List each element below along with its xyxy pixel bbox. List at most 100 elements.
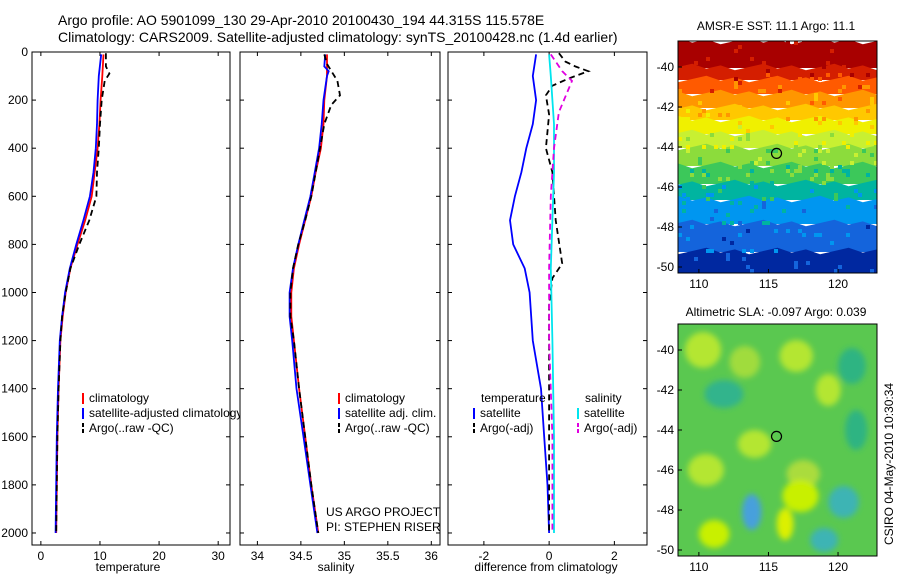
sst-pixel [734, 49, 738, 53]
sla-argo-marker [770, 430, 783, 442]
sst-pixel [790, 53, 794, 57]
sla-blob-13 [828, 486, 859, 518]
project-note-line-1: US ARGO PROJECT [326, 505, 441, 519]
diff-legend-argo-adj: Argo(-adj) [584, 421, 637, 435]
sst-pixel [738, 121, 742, 125]
sla-ytick-label: -44 [657, 423, 675, 437]
sal-xtick-label: 35.5 [376, 549, 400, 563]
sst-pixel [678, 41, 682, 45]
sst-pixel [682, 117, 686, 121]
sst-pixel [722, 221, 726, 225]
sst-pixel [746, 137, 750, 141]
sst-xtick-label: 120 [828, 277, 848, 291]
sst-pixel [870, 101, 874, 105]
sst-field [678, 41, 877, 273]
sla-blob-2 [779, 340, 813, 372]
sst-pixel [834, 269, 838, 273]
sst-pixel [678, 89, 682, 93]
sst-map-title: AMSR-E SST: 11.1 Argo: 11.1 [697, 19, 856, 33]
sst-pixel [770, 261, 774, 265]
sst-xtick-label: 110 [689, 277, 708, 291]
sst-pixel [730, 221, 734, 225]
sst-pixel [738, 165, 742, 169]
sst-pixel [762, 221, 766, 225]
sst-pixel [726, 113, 730, 117]
sst-pixel [854, 153, 858, 157]
sst-pixel [842, 85, 846, 89]
sst-pixel [798, 153, 802, 157]
sal-legend-argo-raw-qc: Argo(..raw -QC) [345, 421, 430, 435]
project-note-line-2: PI: STEPHEN RISER [326, 520, 441, 534]
sst-pixel [794, 145, 798, 149]
sst-pixel [866, 141, 870, 145]
sst-pixel [738, 233, 742, 237]
sst-pixel [690, 173, 694, 177]
sst-pixel [706, 113, 710, 117]
sst-band-3 [678, 89, 877, 108]
sst-ytick-label: -46 [657, 180, 675, 194]
sst-pixel [858, 85, 862, 89]
depth-tick-label: 1000 [1, 285, 28, 299]
sst-pixel [754, 161, 758, 165]
sst-pixel [766, 73, 770, 77]
sst-ytick-label: -40 [657, 60, 675, 74]
sst-pixel [778, 89, 782, 93]
diff-xtick-label: 0 [546, 549, 553, 563]
sal-plot-frame [239, 51, 441, 546]
sst-pixel [818, 121, 822, 125]
diff-legend-satellite: satellite [584, 406, 625, 420]
sst-pixel [754, 205, 758, 209]
sst-pixel [838, 73, 842, 77]
sst-pixel [854, 189, 858, 193]
difference-axis-label: difference from climatology [474, 560, 617, 574]
sst-pixel [850, 133, 854, 137]
sst-pixel [838, 89, 842, 93]
csiro-timestamp: CSIRO 04-May-2010 10:30:34 [882, 383, 896, 545]
sst-pixel [870, 97, 874, 101]
sst-pixel [838, 121, 842, 125]
diff-series-line-1 [544, 52, 591, 533]
sla-blob-5 [815, 374, 841, 406]
sst-pixel [690, 169, 694, 173]
sst-pixel [822, 117, 826, 121]
sst-pixel [746, 173, 750, 177]
sst-pixel [742, 257, 746, 261]
sst-pixel [866, 173, 870, 177]
sst-pixel [686, 149, 690, 153]
sst-xtick-label: 115 [759, 277, 778, 291]
sst-pixel [722, 237, 726, 241]
sst-pixel [866, 73, 870, 77]
sal-xtick-label: 34 [251, 549, 265, 563]
sst-pixel [786, 229, 790, 233]
sst-pixel [846, 145, 850, 149]
temp-series-line-2 [55, 53, 111, 534]
sst-pixel [798, 133, 802, 137]
sst-pixel [746, 229, 750, 233]
sst-pixel [702, 185, 706, 189]
sst-pixel [686, 117, 690, 121]
sst-band-5 [678, 115, 877, 134]
sst-pixel [738, 137, 742, 141]
sst-pixel [762, 201, 766, 205]
sst-pixel [810, 189, 814, 193]
sst-pixel [854, 117, 858, 121]
diff-series-line-2 [548, 54, 555, 533]
sst-pixel [806, 49, 810, 53]
sst-pixel [802, 209, 806, 213]
temp-xtick-label: 20 [152, 549, 166, 563]
sla-blob-3 [838, 348, 866, 384]
sst-pixel [686, 197, 690, 201]
sst-pixel [842, 141, 846, 145]
sst-pixel [710, 193, 714, 197]
sst-pixel [814, 157, 818, 161]
sst-pixel [730, 201, 734, 205]
sst-pixel [866, 225, 870, 229]
sst-pixel [754, 185, 758, 189]
sst-pixel [750, 181, 754, 185]
depth-tick-label: 200 [8, 93, 28, 107]
sst-pixel [702, 169, 706, 173]
depth-tick-label: 400 [8, 141, 28, 155]
sst-pixel [838, 97, 842, 101]
sst-map-panel: 110 115 120 -40 -42 -44 -46 -48 -50 [657, 40, 878, 291]
sal-series-line-1 [288, 54, 330, 534]
